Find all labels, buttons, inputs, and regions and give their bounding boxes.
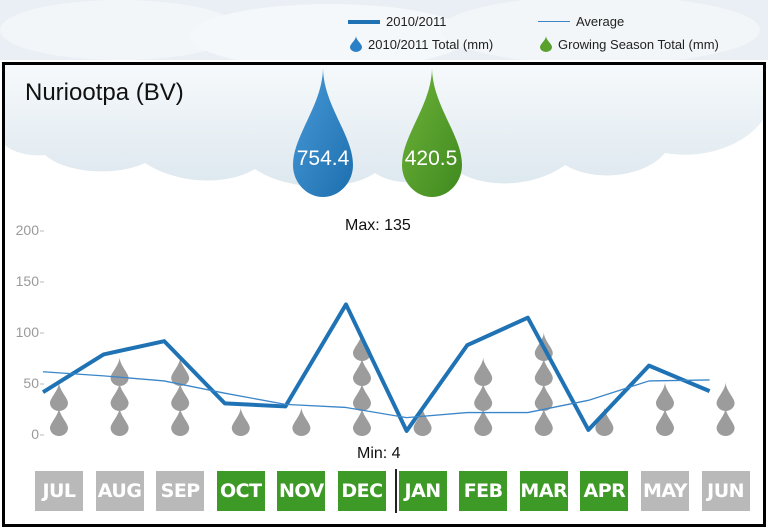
month-label-jun: JUN xyxy=(701,471,750,511)
blue-drop-icon xyxy=(350,36,362,52)
cloud-background xyxy=(5,65,763,187)
raindrop-icon xyxy=(171,357,190,386)
raindrop-icon xyxy=(50,407,68,436)
raindrop-icon xyxy=(656,382,674,411)
legend-item-average: Average xyxy=(538,14,624,29)
cloud-background-top xyxy=(0,0,768,60)
season-total-value: 754.4 xyxy=(296,147,350,170)
growing-season-drop xyxy=(402,67,462,197)
series-line-2010-2011 xyxy=(41,302,711,433)
raindrop-icon xyxy=(656,407,674,436)
min-label: Min: 4 xyxy=(357,445,401,462)
raindrop-icon xyxy=(171,382,190,411)
legend-item-growing: Growing Season Total (mm) xyxy=(540,36,719,52)
raindrop-icon xyxy=(353,382,371,411)
raindrop-icon xyxy=(474,407,493,436)
legend-growing-label: Growing Season Total (mm) xyxy=(558,36,719,52)
raindrop-icon xyxy=(534,357,553,386)
season-total-drop xyxy=(293,67,353,197)
raindrop-icon xyxy=(353,357,371,386)
legend-average-label: Average xyxy=(576,14,625,29)
month-label-dec: DEC xyxy=(338,471,386,511)
chart-frame: Nuriootpa (BV) 754.4 420.5 Max: 135 Min:… xyxy=(2,62,766,527)
growing-total-value: 420.5 xyxy=(404,147,458,170)
month-label-mar: MAR xyxy=(519,471,568,511)
raindrop-icon xyxy=(353,332,371,361)
raindrop-icon xyxy=(110,382,129,411)
raindrop-icon xyxy=(474,382,493,411)
raindrop-icon xyxy=(716,382,735,411)
raindrop-icon xyxy=(231,407,250,436)
raindrop-icon xyxy=(353,407,371,436)
month-label-oct: OCT xyxy=(216,471,265,511)
month-label-aug: AUG xyxy=(95,471,144,511)
raindrop-icon xyxy=(110,407,129,436)
max-label: Max: 135 xyxy=(345,217,411,234)
green-drop-icon xyxy=(540,36,552,52)
raindrop-icon xyxy=(171,407,190,436)
legend-item-total: 2010/2011 Total (mm) xyxy=(350,36,493,52)
month-label-feb: FEB xyxy=(459,471,508,511)
y-tick-label: 0 xyxy=(31,426,39,442)
raindrop-icon xyxy=(292,407,311,436)
month-label-nov: NOV xyxy=(277,471,326,511)
y-tick-label: 200 xyxy=(15,222,39,238)
series-line-average xyxy=(42,371,710,419)
plot-lines xyxy=(40,230,711,513)
chart-canvas xyxy=(5,65,763,513)
station-title: Nuriootpa (BV) xyxy=(25,79,184,106)
month-label-may: MAY xyxy=(641,471,689,511)
raindrop-icon xyxy=(595,407,614,436)
month-label-jul: JUL xyxy=(35,471,83,511)
raindrop-icon xyxy=(50,382,68,411)
raindrop-columns xyxy=(50,332,735,436)
legend-average-line xyxy=(538,21,570,22)
y-tick-label: 100 xyxy=(15,324,39,340)
y-tick-label: 50 xyxy=(23,375,39,391)
month-label-jan: JAN xyxy=(398,471,447,511)
month-label-apr: APR xyxy=(580,471,629,511)
chart-legend: 2010/2011 Average 2010/2011 Total (mm) G… xyxy=(340,8,768,56)
raindrop-icon xyxy=(413,407,432,436)
raindrop-icon xyxy=(534,382,553,411)
raindrop-icon xyxy=(534,407,553,436)
legend-total-label: 2010/2011 Total (mm) xyxy=(368,36,494,52)
month-label-sep: SEP xyxy=(156,471,205,511)
raindrop-icon xyxy=(110,357,129,386)
legend-series-label: 2010/2011 xyxy=(386,14,447,29)
raindrop-icon xyxy=(474,357,493,386)
raindrop-icon xyxy=(716,407,735,436)
legend-item-series: 2010/2011 xyxy=(348,14,447,29)
legend-series-line xyxy=(348,19,380,24)
y-tick-label: 150 xyxy=(15,273,39,289)
